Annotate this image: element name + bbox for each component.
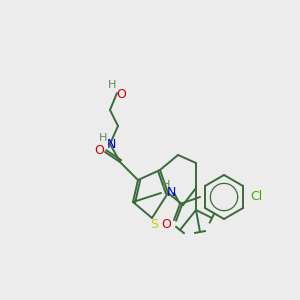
Text: H: H xyxy=(108,80,116,90)
Text: N: N xyxy=(106,137,116,151)
Text: Cl: Cl xyxy=(250,190,262,203)
Text: H: H xyxy=(99,133,107,143)
Text: H: H xyxy=(162,180,170,190)
Text: O: O xyxy=(116,88,126,101)
Text: O: O xyxy=(94,145,104,158)
Text: N: N xyxy=(166,185,176,199)
Text: O: O xyxy=(161,218,171,232)
Text: S: S xyxy=(150,218,158,232)
